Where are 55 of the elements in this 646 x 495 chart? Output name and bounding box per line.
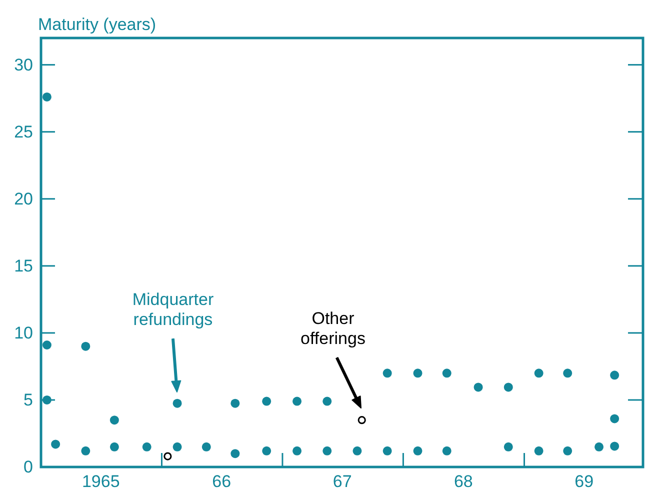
y-tick-label: 20 [14, 189, 33, 208]
y-tick-label: 15 [14, 256, 33, 276]
point [610, 370, 620, 380]
point [610, 442, 620, 451]
point [172, 442, 182, 452]
point [230, 449, 240, 458]
point [474, 382, 483, 392]
x-tick-label: 67 [332, 472, 352, 492]
y-tick-label: 5 [24, 390, 33, 410]
y-tick-label: 25 [14, 122, 33, 142]
point [413, 446, 422, 456]
point [322, 446, 332, 456]
point [42, 340, 52, 350]
annotation: Midquarter refundings [132, 290, 214, 329]
point [202, 442, 211, 452]
point [142, 442, 152, 452]
point [164, 452, 172, 460]
point [262, 396, 272, 406]
x-tick-label: 69 [574, 472, 594, 492]
point [110, 416, 119, 425]
point [563, 446, 572, 456]
point [358, 416, 366, 424]
point [563, 368, 572, 378]
point [382, 446, 392, 456]
point [172, 398, 182, 408]
point [230, 398, 240, 408]
point [292, 446, 302, 456]
point [534, 446, 544, 456]
point [442, 446, 452, 456]
x-tick-label: 66 [212, 472, 232, 492]
point [352, 446, 362, 456]
point [442, 368, 452, 378]
annotation: Other offerings [300, 309, 366, 348]
point [504, 442, 513, 452]
y-axis-title: Maturity (years) [38, 15, 156, 34]
x-tick-label: 68 [454, 472, 473, 492]
point [382, 368, 392, 378]
point [504, 382, 513, 392]
point [292, 396, 302, 406]
y-tick-label: 10 [14, 323, 33, 342]
point [534, 368, 544, 378]
y-tick-label: 0 [24, 457, 33, 476]
point [594, 442, 604, 452]
point [81, 446, 90, 456]
point [51, 440, 60, 449]
point [610, 414, 620, 424]
point [110, 442, 119, 452]
point [262, 446, 272, 456]
point [413, 368, 422, 378]
point [322, 396, 332, 406]
y-tick-label: 30 [14, 55, 33, 74]
point [42, 395, 52, 404]
point [81, 342, 90, 351]
x-tick-label: 1965 [82, 472, 120, 492]
point [42, 92, 52, 102]
